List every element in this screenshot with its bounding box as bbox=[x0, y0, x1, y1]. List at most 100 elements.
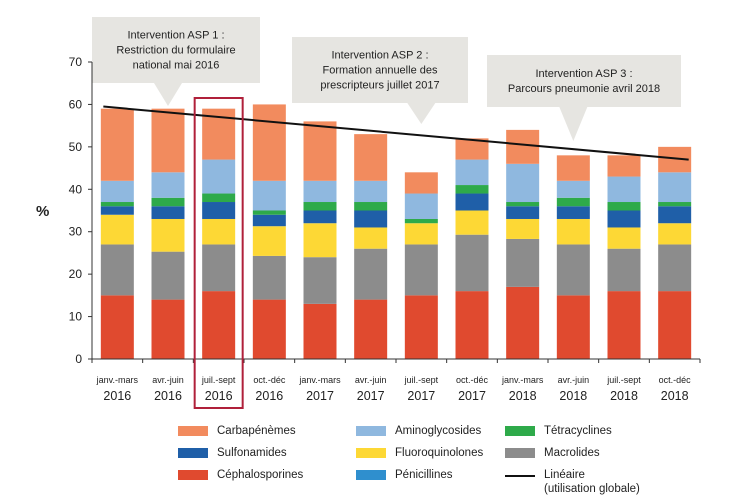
x-tick-label-year: 2017 bbox=[458, 389, 486, 403]
legend-label-text: Tétracyclines bbox=[544, 425, 612, 437]
x-tick-label-period: avr.-juin bbox=[355, 375, 387, 385]
highlight-layer bbox=[193, 97, 244, 409]
callout-text: Restriction du formulaire bbox=[116, 45, 235, 57]
bar-segment bbox=[658, 291, 692, 359]
x-tick-label-period: janv.-mars bbox=[298, 375, 341, 385]
legend-label-text: Aminoglycosides bbox=[395, 425, 482, 437]
x-tick-label-period: juil.-sept bbox=[201, 375, 236, 385]
bar-segment bbox=[354, 248, 388, 300]
y-tick-label: 40 bbox=[69, 182, 83, 196]
bar-segment bbox=[303, 180, 337, 203]
legend-item: Pénicillines bbox=[356, 468, 453, 482]
chart-legend: Carbapénèmes Aminoglycosides Tétracyclines… bbox=[178, 424, 698, 500]
bar-segment bbox=[100, 108, 134, 181]
bar-segment bbox=[607, 291, 641, 359]
legend-label-text: Macrolides bbox=[544, 447, 600, 459]
legend-label: Céphalosporines bbox=[217, 468, 303, 482]
bar-segment bbox=[252, 210, 286, 215]
bar-segment bbox=[658, 223, 692, 245]
x-tick-label-period: oct.-déc bbox=[456, 375, 489, 385]
bar-segment bbox=[354, 299, 388, 359]
y-tick-label: 20 bbox=[69, 267, 83, 281]
x-tick-label-period: janv.-mars bbox=[501, 375, 544, 385]
bar-segment bbox=[506, 202, 540, 207]
axes-layer: 0 10 20 30 40 50 60 70 janv.-mars 2016 avr.-juin 20… bbox=[69, 55, 701, 403]
legend-item: Carbapénèmes bbox=[178, 424, 296, 438]
x-tick-label-year: 2017 bbox=[407, 389, 435, 403]
legend-label-text: Carbapénèmes bbox=[217, 425, 296, 437]
y-tick-label: 70 bbox=[69, 55, 83, 69]
legend-item: Céphalosporines bbox=[178, 468, 303, 482]
bar-segment bbox=[455, 234, 489, 292]
bar-segment bbox=[354, 227, 388, 249]
bar-segment bbox=[607, 202, 641, 211]
bar-segment bbox=[100, 206, 134, 215]
callouts-layer: Intervention ASP 1 : Restriction du formu… bbox=[92, 17, 681, 141]
bar-segment bbox=[100, 244, 134, 296]
bar-segment bbox=[506, 218, 540, 239]
bar-segment bbox=[202, 218, 236, 245]
x-tick-label-period: juil.-sept bbox=[404, 375, 439, 385]
x-tick-label-period: janv.-mars bbox=[96, 375, 139, 385]
bar-segment bbox=[455, 138, 489, 160]
bar-segment bbox=[506, 206, 540, 219]
legend-swatch bbox=[356, 470, 386, 480]
bar-segment bbox=[556, 206, 590, 219]
bar-segment bbox=[202, 291, 236, 359]
bar-segment bbox=[151, 172, 185, 198]
y-tick-label: 50 bbox=[69, 140, 83, 154]
bar-segment bbox=[252, 180, 286, 211]
bar-segment bbox=[303, 121, 337, 181]
bar-segment bbox=[607, 155, 641, 177]
bar-segment bbox=[556, 295, 590, 359]
callout-bubble bbox=[487, 55, 681, 141]
bar-segment bbox=[455, 291, 489, 359]
bar-segment bbox=[506, 286, 540, 359]
x-tick-label-year: 2017 bbox=[306, 389, 334, 403]
bar-segment bbox=[455, 159, 489, 186]
bar-segment bbox=[151, 251, 185, 300]
bar-segment bbox=[151, 197, 185, 207]
legend-item: Linéaire (utilisation globale) bbox=[505, 468, 640, 496]
legend-swatch bbox=[505, 475, 535, 477]
legend-swatch bbox=[505, 426, 535, 436]
bar-segment bbox=[100, 214, 134, 245]
legend-swatch bbox=[178, 426, 208, 436]
bar-segment bbox=[607, 248, 641, 292]
y-tick-label: 0 bbox=[75, 352, 82, 366]
bar-segment bbox=[202, 159, 236, 194]
bar-segment bbox=[556, 180, 590, 198]
bar-segment bbox=[556, 155, 590, 181]
bar-segment bbox=[252, 214, 286, 227]
x-tick-label-year: 2016 bbox=[255, 389, 283, 403]
legend-label: Sulfonamides bbox=[217, 446, 287, 460]
legend-label-text: Linéaire bbox=[544, 469, 585, 481]
bar-segment bbox=[202, 244, 236, 292]
bar-segment bbox=[202, 193, 236, 203]
bar-segment bbox=[556, 218, 590, 245]
stacked-bar-chart: Intervention ASP 1 : Restriction du formu… bbox=[36, 17, 701, 409]
legend-label: Carbapénèmes bbox=[217, 424, 296, 438]
bar-segment bbox=[303, 210, 337, 224]
bar-segment bbox=[151, 108, 185, 173]
bar-segment bbox=[658, 202, 692, 207]
bar-segment bbox=[252, 104, 286, 181]
bar-segment bbox=[252, 255, 286, 300]
legend-item: Aminoglycosides bbox=[356, 424, 481, 438]
legend-swatch bbox=[505, 448, 535, 458]
bar-segment bbox=[455, 210, 489, 235]
bar-segment bbox=[151, 218, 185, 252]
legend-label-text: Pénicillines bbox=[395, 469, 453, 481]
bar-segment bbox=[658, 206, 692, 224]
legend-swatch bbox=[178, 470, 208, 480]
callout-bubble bbox=[292, 37, 468, 124]
bar-segment bbox=[100, 202, 134, 207]
legend-item: Sulfonamides bbox=[178, 446, 287, 460]
legend-item: Tétracyclines bbox=[505, 424, 612, 438]
legend-swatch bbox=[178, 448, 208, 458]
bar-segment bbox=[607, 210, 641, 228]
legend-label: Aminoglycosides bbox=[395, 424, 481, 438]
bar-segment bbox=[607, 176, 641, 203]
x-tick-label-period: oct.-déc bbox=[659, 375, 692, 385]
bar-segment bbox=[303, 202, 337, 211]
